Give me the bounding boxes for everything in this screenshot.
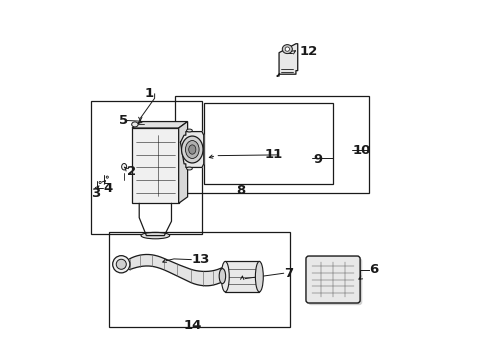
Bar bbox=[132, 128, 179, 203]
Ellipse shape bbox=[187, 129, 192, 132]
Ellipse shape bbox=[285, 47, 290, 51]
Text: 5: 5 bbox=[119, 114, 128, 127]
Ellipse shape bbox=[113, 256, 130, 273]
FancyBboxPatch shape bbox=[306, 256, 360, 303]
Ellipse shape bbox=[186, 140, 199, 158]
Text: 6: 6 bbox=[369, 263, 379, 276]
Ellipse shape bbox=[141, 232, 170, 239]
Text: 1: 1 bbox=[145, 87, 154, 100]
Ellipse shape bbox=[255, 261, 263, 292]
Text: 12: 12 bbox=[299, 45, 318, 58]
Polygon shape bbox=[277, 44, 298, 76]
Text: 8: 8 bbox=[236, 184, 245, 197]
Text: 2: 2 bbox=[127, 165, 137, 177]
Bar bbox=[109, 232, 290, 327]
Bar bbox=[225, 261, 259, 292]
Polygon shape bbox=[132, 122, 188, 128]
Ellipse shape bbox=[181, 136, 203, 163]
Ellipse shape bbox=[132, 122, 138, 127]
Text: 3: 3 bbox=[92, 187, 101, 200]
Ellipse shape bbox=[189, 145, 196, 154]
Text: 11: 11 bbox=[265, 148, 283, 161]
Ellipse shape bbox=[282, 45, 293, 54]
Bar bbox=[175, 96, 368, 193]
Ellipse shape bbox=[219, 269, 225, 284]
Text: 4: 4 bbox=[103, 183, 113, 195]
Text: 14: 14 bbox=[184, 319, 202, 332]
Polygon shape bbox=[180, 132, 204, 167]
Text: 7: 7 bbox=[284, 267, 293, 280]
Bar bbox=[91, 101, 202, 234]
FancyBboxPatch shape bbox=[308, 258, 362, 305]
Ellipse shape bbox=[187, 167, 192, 170]
Ellipse shape bbox=[122, 163, 126, 170]
Polygon shape bbox=[179, 122, 188, 203]
Text: 13: 13 bbox=[192, 253, 210, 266]
Ellipse shape bbox=[221, 261, 229, 292]
Text: 9: 9 bbox=[313, 153, 322, 166]
Ellipse shape bbox=[116, 259, 126, 269]
Text: 10: 10 bbox=[353, 144, 371, 157]
Polygon shape bbox=[129, 255, 221, 286]
Bar bbox=[204, 103, 333, 184]
